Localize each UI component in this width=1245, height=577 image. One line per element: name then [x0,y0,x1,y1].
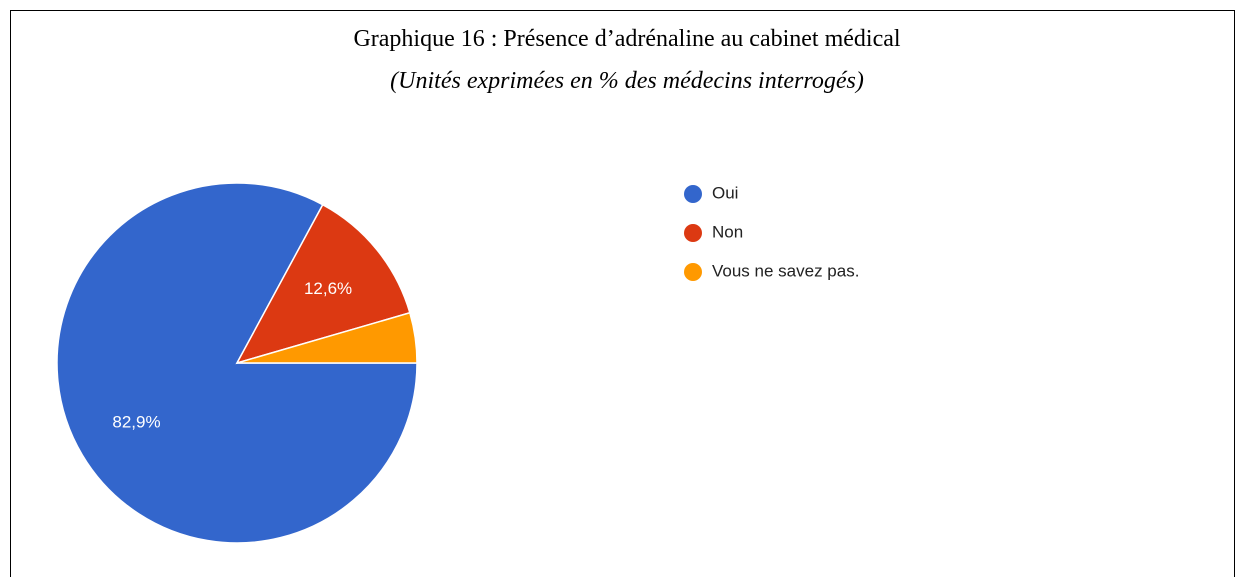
legend-label: Non [712,222,743,241]
pie-slice [56,182,418,544]
legend-marker [684,185,702,203]
pie-slice [236,311,418,364]
value-label: 12,6% [304,279,352,298]
frame [10,10,1235,577]
value-label: 82,9% [112,412,160,431]
chart-subtitle: (Unités exprimées en % des médecins inte… [390,68,864,94]
legend-marker [684,224,702,242]
legend-marker [684,263,702,281]
pie-slice [235,203,411,365]
chart-title: Graphique 16 : Présence d’adrénaline au … [353,26,900,52]
legend-label: Vous ne savez pas. [712,261,859,280]
legend-label: Oui [712,183,738,202]
